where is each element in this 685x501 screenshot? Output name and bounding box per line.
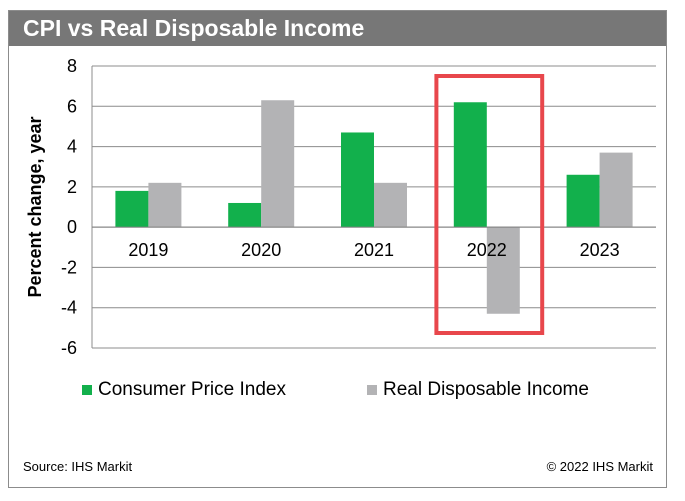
bar-cpi-2022 [453,102,487,228]
bar-rdi-2022 [486,227,520,314]
bar-cpi-2019 [115,190,149,228]
y-tick-label: -6 [61,338,77,358]
legend-swatch-cpi [82,385,92,395]
bar-cpi-2023 [566,174,600,228]
copyright-note: © 2022 IHS Markit [546,459,653,474]
x-tick-label: 2019 [128,240,168,260]
legend: Consumer Price Index Real Disposable Inc… [9,379,666,403]
y-tick-label: 8 [67,56,77,76]
bar-rdi-2019 [148,182,182,228]
legend-label-rdi: Real Disposable Income [383,379,589,400]
x-tick-label: 2023 [580,240,620,260]
x-tick-label: 2021 [354,240,394,260]
bar-chart: 8 6 4 2 0 -2 -4 -6 2019 2020 2021 2022 2023 Percent c… [25,56,656,358]
chart-title: CPI vs Real Disposable Income [23,15,365,41]
legend-label-cpi: Consumer Price Index [98,379,286,400]
highlight-box-2022 [434,74,545,335]
legend-swatch-rdi [367,385,377,395]
y-tick-label: 4 [67,137,77,157]
bar-rdi-2023 [599,152,633,228]
legend-item-rdi: Real Disposable Income [367,379,589,401]
y-tick-label: 2 [67,177,77,197]
legend-item-cpi: Consumer Price Index [82,379,286,401]
chart-frame: CPI vs Real Disposable Income 8 6 4 2 0 -2 -4 -… [8,10,667,488]
y-axis-title: Percent change, year [25,116,45,297]
title-bar: CPI vs Real Disposable Income [9,11,666,46]
bar-cpi-2020 [228,202,262,228]
y-tick-label: -4 [61,298,77,318]
bar-rdi-2021 [374,182,407,228]
bar-rdi-2020 [261,100,295,228]
y-tick-label: 0 [67,217,77,237]
x-tick-label: 2020 [241,240,281,260]
x-tick-label: 2022 [467,240,507,260]
y-tick-label: 6 [67,96,77,116]
y-tick-label: -2 [61,257,77,277]
source-note: Source: IHS Markit [23,459,133,474]
bar-cpi-2021 [341,132,374,228]
